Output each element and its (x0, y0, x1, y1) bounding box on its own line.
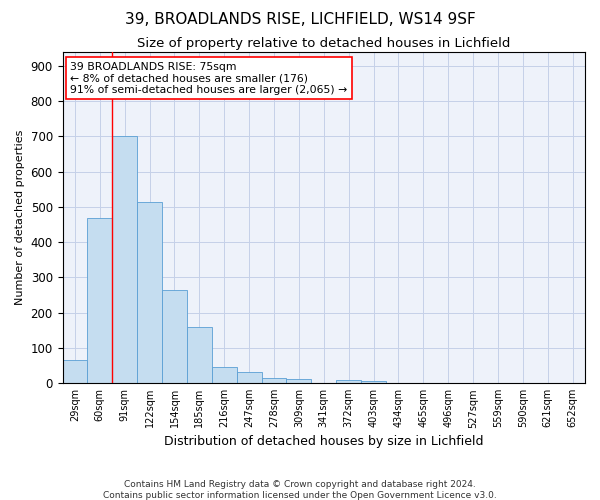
Bar (162, 290, 187, 383)
Bar (286, 379, 311, 383)
Text: 39, BROADLANDS RISE, LICHFIELD, WS14 9SF: 39, BROADLANDS RISE, LICHFIELD, WS14 9SF (125, 12, 475, 28)
Title: Size of property relative to detached houses in Lichfield: Size of property relative to detached ho… (137, 38, 511, 51)
Bar (88, 218, 112, 383)
X-axis label: Distribution of detached houses by size in Lichfield: Distribution of detached houses by size … (164, 434, 484, 448)
Bar (187, 327, 212, 383)
Bar (112, 136, 137, 383)
Bar (336, 380, 361, 383)
Text: Contains HM Land Registry data © Crown copyright and database right 2024.
Contai: Contains HM Land Registry data © Crown c… (103, 480, 497, 500)
Bar (262, 378, 286, 383)
Bar (62, 360, 88, 383)
Bar (361, 382, 386, 383)
Text: 39 BROADLANDS RISE: 75sqm
← 8% of detached houses are smaller (176)
91% of semi-: 39 BROADLANDS RISE: 75sqm ← 8% of detach… (70, 62, 347, 95)
Bar (212, 366, 236, 383)
Bar (236, 372, 262, 383)
Bar (137, 202, 162, 383)
Y-axis label: Number of detached properties: Number of detached properties (15, 130, 25, 305)
